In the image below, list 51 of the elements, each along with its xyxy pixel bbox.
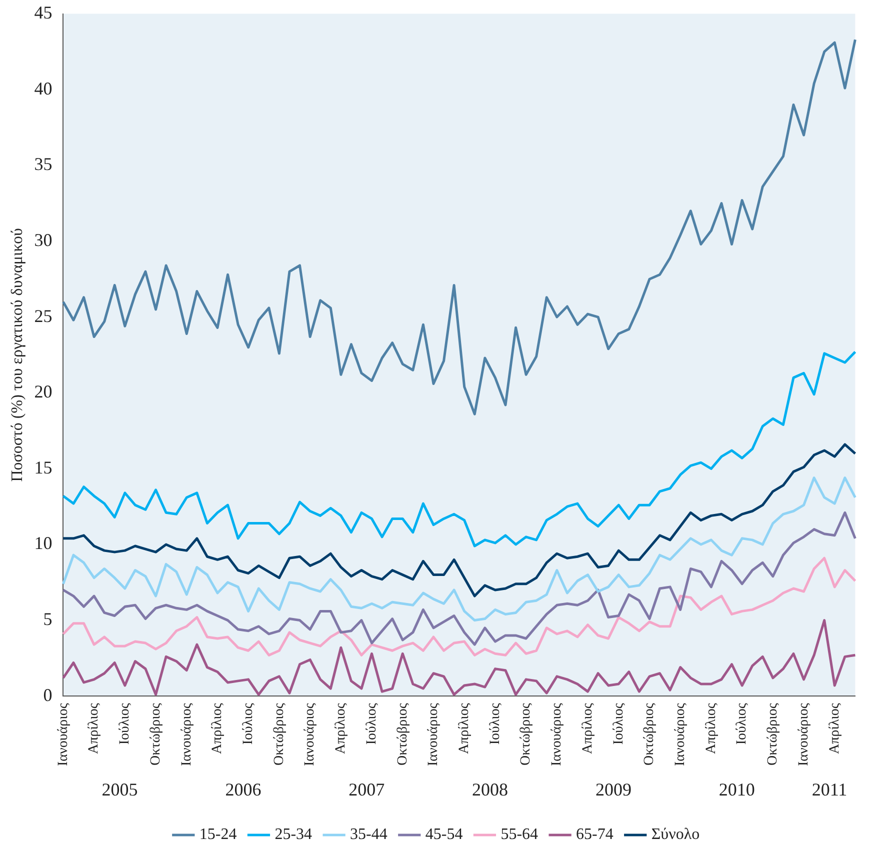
x-tick-label: Ιούλιος xyxy=(118,702,133,745)
x-tick-label: Οκτώβριος xyxy=(766,702,781,766)
legend-label: 45-54 xyxy=(425,826,463,844)
x-tick-label: Απρίλιος xyxy=(580,702,596,754)
text: 2006 xyxy=(225,780,262,800)
y-tick-label: 5 xyxy=(43,609,52,630)
x-tick-label: Ιούλιος xyxy=(241,702,256,745)
x-tick-label: Ιανουάριος xyxy=(550,702,565,766)
x-tick-label: Απρίλιος xyxy=(827,702,842,754)
text: 2009 xyxy=(595,780,632,800)
x-tick-label: Απρίλιος xyxy=(334,702,349,754)
x-tick-label: Ιανουάριος xyxy=(796,702,812,766)
x-tick-label: Οκτώβριος xyxy=(272,702,287,766)
text: 2005 xyxy=(102,780,138,800)
x-tick-label: Οκτώβριος xyxy=(148,702,164,766)
x-tick-label: Ιούλιος xyxy=(364,702,380,745)
legend-label: 65-74 xyxy=(576,826,614,844)
x-tick-label: Οκτώβριος xyxy=(395,702,410,766)
x-tick-label: Απρίλιος xyxy=(704,702,719,754)
y-tick-label: 15 xyxy=(34,457,52,478)
x-tick-label: Ιανουάριος xyxy=(56,702,71,766)
text: 2010 xyxy=(718,780,755,800)
text: 2007 xyxy=(348,780,385,800)
y-tick-label: 45 xyxy=(34,2,52,23)
x-tick-label: Απρίλιος xyxy=(457,702,472,754)
x-tick-label: Ιούλιος xyxy=(488,702,503,745)
y-tick-label: 35 xyxy=(34,154,52,174)
y-tick-label: 10 xyxy=(34,533,52,554)
legend-label: 15-24 xyxy=(199,826,237,844)
legend-label: Σύνολο xyxy=(651,826,700,844)
y-tick-label: 25 xyxy=(34,306,52,326)
legend-label: 55-64 xyxy=(500,826,538,844)
x-tick-label: Ιανουάριος xyxy=(179,702,194,766)
legend-label: 25-34 xyxy=(274,826,312,844)
x-tick-label: Ιούλιος xyxy=(734,702,750,745)
y-axis-title: Ποσοστό (%) του εργατικού δυναμικού xyxy=(8,228,26,482)
x-tick-label: Οκτώβριος xyxy=(518,702,534,766)
x-tick-label: Οκτώβριος xyxy=(642,702,658,766)
text: 2008 xyxy=(472,780,508,800)
x-tick-label: Απρίλιος xyxy=(86,702,102,754)
x-tick-label: Απρίλιος xyxy=(210,702,226,754)
legend-label: 35-44 xyxy=(350,826,388,844)
x-tick-label: Ιανουάριος xyxy=(673,702,688,766)
text: 2011 xyxy=(812,780,848,800)
y-tick-label: 30 xyxy=(34,230,52,250)
x-tick-label: Ιανουάριος xyxy=(302,702,318,766)
x-tick-label: Ιανουάριος xyxy=(426,702,442,766)
y-tick-label: 0 xyxy=(43,684,52,705)
y-tick-label: 40 xyxy=(34,78,52,98)
y-tick-label: 20 xyxy=(34,382,52,402)
x-tick-label: Ιούλιος xyxy=(611,702,626,745)
